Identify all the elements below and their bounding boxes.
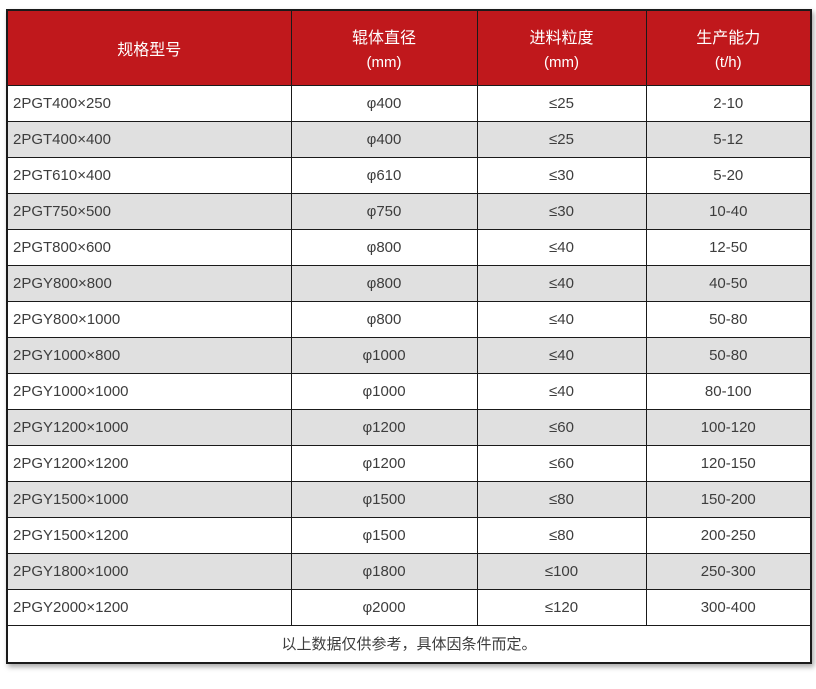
spec-table: 规格型号 辊体直径 (mm) 进料粒度 (mm) 生产能力 (t/h) 2PGT… <box>6 9 812 664</box>
header-feed-size: 进料粒度 (mm) <box>476 9 647 86</box>
feed-size-cell: ≤100 <box>476 552 647 590</box>
feed-size-cell: ≤40 <box>476 228 647 266</box>
table-row: 2PGY1500×1200 φ1500 ≤80 200-250 <box>6 516 812 554</box>
table-row: 2PGY1500×1000 φ1500 ≤80 150-200 <box>6 480 812 518</box>
capacity-cell: 50-80 <box>645 300 812 338</box>
feed-size-cell: ≤25 <box>476 84 647 122</box>
feed-size-cell: ≤80 <box>476 480 647 518</box>
header-feed-size-unit: (mm) <box>544 54 579 72</box>
model-cell: 2PGT750×500 <box>6 192 292 230</box>
feed-size-cell: ≤30 <box>476 156 647 194</box>
feed-size-cell: ≤30 <box>476 192 647 230</box>
diameter-cell: φ800 <box>290 264 478 302</box>
table-row: 2PGT800×600 φ800 ≤40 12-50 <box>6 228 812 266</box>
model-cell: 2PGY1800×1000 <box>6 552 292 590</box>
diameter-cell: φ610 <box>290 156 478 194</box>
feed-size-cell: ≤25 <box>476 120 647 158</box>
capacity-cell: 5-20 <box>645 156 812 194</box>
table-row: 2PGY1800×1000 φ1800 ≤100 250-300 <box>6 552 812 590</box>
header-roller-diameter-label: 辊体直径 <box>351 30 416 48</box>
capacity-cell: 2-10 <box>645 84 812 122</box>
table-row: 2PGY1000×1000 φ1000 ≤40 80-100 <box>6 372 812 410</box>
model-cell: 2PGT800×600 <box>6 228 292 266</box>
header-model-type-label: 规格型号 <box>117 41 182 59</box>
diameter-cell: φ1800 <box>290 552 478 590</box>
feed-size-cell: ≤40 <box>476 336 647 374</box>
diameter-cell: φ750 <box>290 192 478 230</box>
model-cell: 2PGY1000×800 <box>6 336 292 374</box>
header-capacity-unit: (t/h) <box>714 54 742 72</box>
model-cell: 2PGY800×800 <box>6 264 292 302</box>
diameter-cell: φ1500 <box>290 480 478 518</box>
table-row: 2PGY1200×1000 φ1200 ≤60 100-120 <box>6 408 812 446</box>
table-row: 2PGY800×1000 φ800 ≤40 50-80 <box>6 300 812 338</box>
header-row: 规格型号 辊体直径 (mm) 进料粒度 (mm) 生产能力 (t/h) <box>6 9 812 86</box>
capacity-cell: 300-400 <box>645 588 812 626</box>
model-cell: 2PGY1000×1000 <box>6 372 292 410</box>
header-model-type: 规格型号 <box>6 9 292 86</box>
model-cell: 2PGT610×400 <box>6 156 292 194</box>
model-cell: 2PGT400×400 <box>6 120 292 158</box>
feed-size-cell: ≤40 <box>476 264 647 302</box>
table-row: 2PGY2000×1200 φ2000 ≤120 300-400 <box>6 588 812 626</box>
table-row: 2PGT610×400 φ610 ≤30 5-20 <box>6 156 812 194</box>
capacity-cell: 250-300 <box>645 552 812 590</box>
diameter-cell: φ1000 <box>290 336 478 374</box>
feed-size-cell: ≤80 <box>476 516 647 554</box>
footnote-row: 以上数据仅供参考，具体因条件而定。 <box>6 624 812 664</box>
table-row: 2PGT400×250 φ400 ≤25 2-10 <box>6 84 812 122</box>
capacity-cell: 50-80 <box>645 336 812 374</box>
model-cell: 2PGY1500×1000 <box>6 480 292 518</box>
header-feed-size-label: 进料粒度 <box>529 30 594 48</box>
capacity-cell: 10-40 <box>645 192 812 230</box>
diameter-cell: φ2000 <box>290 588 478 626</box>
model-cell: 2PGY800×1000 <box>6 300 292 338</box>
table-row: 2PGY1000×800 φ1000 ≤40 50-80 <box>6 336 812 374</box>
diameter-cell: φ400 <box>290 84 478 122</box>
header-capacity-label: 生产能力 <box>696 30 761 48</box>
feed-size-cell: ≤60 <box>476 444 647 482</box>
diameter-cell: φ1500 <box>290 516 478 554</box>
table-row: 2PGT400×400 φ400 ≤25 5-12 <box>6 120 812 158</box>
model-cell: 2PGY1200×1200 <box>6 444 292 482</box>
feed-size-cell: ≤120 <box>476 588 647 626</box>
model-cell: 2PGY2000×1200 <box>6 588 292 626</box>
header-capacity: 生产能力 (t/h) <box>645 9 812 86</box>
diameter-cell: φ1200 <box>290 444 478 482</box>
capacity-cell: 100-120 <box>645 408 812 446</box>
table-row: 2PGT750×500 φ750 ≤30 10-40 <box>6 192 812 230</box>
model-cell: 2PGY1500×1200 <box>6 516 292 554</box>
feed-size-cell: ≤40 <box>476 300 647 338</box>
table-row: 2PGY1200×1200 φ1200 ≤60 120-150 <box>6 444 812 482</box>
diameter-cell: φ1200 <box>290 408 478 446</box>
footnote-text: 以上数据仅供参考，具体因条件而定。 <box>6 624 812 664</box>
table-row: 2PGY800×800 φ800 ≤40 40-50 <box>6 264 812 302</box>
feed-size-cell: ≤40 <box>476 372 647 410</box>
capacity-cell: 80-100 <box>645 372 812 410</box>
diameter-cell: φ800 <box>290 228 478 266</box>
feed-size-cell: ≤60 <box>476 408 647 446</box>
model-cell: 2PGT400×250 <box>6 84 292 122</box>
capacity-cell: 5-12 <box>645 120 812 158</box>
diameter-cell: φ1000 <box>290 372 478 410</box>
capacity-cell: 200-250 <box>645 516 812 554</box>
capacity-cell: 40-50 <box>645 264 812 302</box>
diameter-cell: φ400 <box>290 120 478 158</box>
model-cell: 2PGY1200×1000 <box>6 408 292 446</box>
capacity-cell: 150-200 <box>645 480 812 518</box>
diameter-cell: φ800 <box>290 300 478 338</box>
capacity-cell: 120-150 <box>645 444 812 482</box>
capacity-cell: 12-50 <box>645 228 812 266</box>
header-roller-diameter: 辊体直径 (mm) <box>290 9 478 86</box>
header-roller-diameter-unit: (mm) <box>366 54 402 72</box>
